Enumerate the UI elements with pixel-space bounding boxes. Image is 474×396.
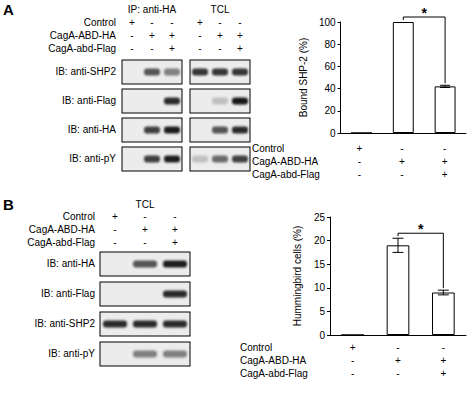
svg-text:5: 5 — [319, 306, 325, 317]
html-text:IP: anti-HA: IP: anti-HA — [127, 4, 177, 15]
html-text:IB: anti-Flag: IB: anti-Flag — [62, 95, 116, 106]
svg-text:20: 20 — [314, 235, 326, 246]
html-text:TCL: TCL — [210, 4, 230, 15]
html-text:A: A — [3, 1, 14, 18]
html-text:IB: anti-SHP2: IB: anti-SHP2 — [34, 318, 95, 329]
html-text:Control: Control — [252, 143, 285, 154]
svg-text:40: 40 — [324, 83, 336, 94]
svg-text:80: 80 — [324, 39, 336, 50]
svg-text:20: 20 — [324, 105, 336, 116]
html-text:Control: Control — [240, 342, 273, 353]
svg-text:*: * — [418, 221, 424, 237]
html-text:CagA-ABD-HA: CagA-ABD-HA — [28, 224, 95, 235]
html-text:CagA-ABD-HA: CagA-ABD-HA — [252, 156, 319, 167]
html-text:IB: anti-HA: IB: anti-HA — [67, 124, 116, 135]
svg-text:15: 15 — [314, 259, 326, 270]
svg-text:Bound SHP-2 (%): Bound SHP-2 (%) — [298, 38, 309, 117]
html-text:CagA-ABD-HA: CagA-ABD-HA — [240, 355, 307, 366]
html-text:CagA-abd-Flag: CagA-abd-Flag — [48, 43, 116, 54]
html-text:Control: Control — [83, 17, 116, 28]
svg-text:60: 60 — [324, 61, 336, 72]
html-text:IB: anti-pY: IB: anti-pY — [48, 348, 95, 359]
svg-text:0: 0 — [330, 128, 336, 139]
html-text:CagA-abd-Flag: CagA-abd-Flag — [252, 169, 320, 180]
svg-text:100: 100 — [319, 17, 336, 28]
svg-text:0: 0 — [319, 330, 325, 341]
svg-text:*: * — [421, 5, 427, 21]
html-text:TCL: TCL — [135, 199, 155, 210]
html-text:B: B — [3, 196, 14, 213]
html-text:CagA-abd-Flag: CagA-abd-Flag — [27, 237, 95, 248]
html-text:Control: Control — [62, 211, 95, 222]
html-text:CagA-abd-Flag: CagA-abd-Flag — [240, 368, 308, 379]
svg-text:25: 25 — [314, 212, 326, 223]
html-text:IB: anti-pY: IB: anti-pY — [69, 153, 116, 164]
svg-text:10: 10 — [314, 282, 326, 293]
html-text:IB: anti-HA: IB: anti-HA — [46, 258, 95, 269]
html-text:IB: anti-Flag: IB: anti-Flag — [41, 288, 95, 299]
html-text:CagA-ABD-HA: CagA-ABD-HA — [49, 30, 116, 41]
html-text:IB: anti-SHP2: IB: anti-SHP2 — [55, 66, 116, 77]
svg-text:Hummingbird cells (%): Hummingbird cells (%) — [292, 226, 303, 327]
